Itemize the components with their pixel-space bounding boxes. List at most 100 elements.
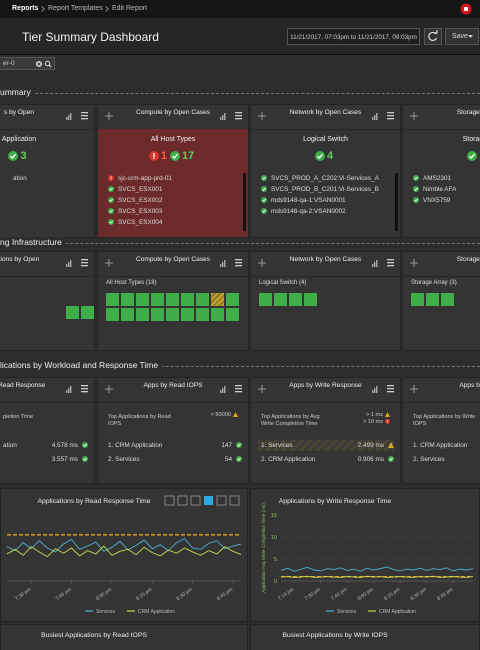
item-name: ation (13, 175, 27, 182)
row-name: ation (3, 442, 17, 449)
series-line (280, 575, 474, 578)
breadcrumb[interactable]: Reports (12, 5, 39, 12)
date-range[interactable]: 11/21/2017, 07:03pm to 11/21/2017, 09:03… (287, 28, 420, 45)
x-tick-label: 8:45 pm (216, 587, 234, 602)
status-icon (388, 442, 394, 449)
menu-line (387, 391, 394, 393)
status-icon (413, 197, 419, 204)
row-value-text: 0.906 ms (357, 456, 384, 463)
check (469, 153, 476, 159)
row-value: 2.499 ms (358, 440, 394, 451)
row-name: 1. Services (261, 442, 293, 449)
tile (136, 308, 149, 321)
panel-tools (66, 385, 88, 393)
cross (105, 259, 113, 267)
menu-line (387, 262, 394, 264)
x-tick-label: 7:30 pm (14, 587, 32, 602)
caption: Top Applications by Write IOPS (413, 414, 476, 427)
tile (211, 308, 224, 321)
series-line (6, 538, 242, 553)
chevron (39, 6, 45, 12)
save-button[interactable]: Save (445, 28, 479, 45)
section-title: ummary (0, 87, 35, 97)
icon-bg (8, 150, 19, 161)
status-icon (467, 150, 478, 161)
check (414, 176, 418, 181)
tile (166, 308, 179, 321)
panel-tools (220, 259, 242, 267)
panel-body (0, 276, 94, 350)
bar-icon (372, 390, 374, 393)
bar-icon (68, 388, 70, 393)
chart-tool (190, 495, 201, 506)
user-icon[interactable] (460, 3, 472, 15)
cross (258, 259, 266, 267)
panel-header: Apps by Read IOPS (98, 378, 248, 403)
bar-icon (374, 388, 376, 393)
status-icon (388, 456, 394, 463)
bar-icon (224, 260, 226, 267)
ok-count: 4 (326, 149, 334, 162)
y-tick-label: 10 (271, 535, 277, 541)
menu-line (235, 391, 242, 393)
panel-body: Application 3 ation (0, 129, 94, 237)
icon-bg (169, 150, 180, 161)
x-tick-label: 8:30 pm (175, 587, 193, 602)
panel-body: Logical Switch (4) (251, 276, 400, 350)
counts: 4 (251, 147, 400, 163)
bar-icon (220, 117, 222, 120)
status-icon (148, 150, 159, 161)
panel-body: Storage A 3 AMS2301 Nimble AFA VNX5759 (403, 129, 480, 237)
breadcrumb[interactable]: Report Templates (48, 5, 103, 12)
bang-dot (153, 157, 155, 159)
panel-title: Apps by Write Response (289, 382, 362, 389)
tile (66, 306, 79, 319)
menu-line (81, 115, 88, 117)
panel-tools (66, 112, 88, 120)
panel-title: Busiest Applications by Read IOPS (41, 632, 147, 639)
menu-line (235, 259, 242, 261)
panel-body: All Host Types 1 17 sjc-crm-app-prd-01 SVCS_… (98, 129, 248, 237)
tile (211, 293, 224, 306)
chart-tool (164, 495, 175, 506)
tile (226, 308, 239, 321)
item-name: SVCS_PROD_A_C202:Vi-Services_A (271, 175, 379, 182)
menu-line (81, 265, 88, 267)
row-name: 1. CRM Application (413, 442, 468, 449)
row-value: 147 (221, 440, 242, 451)
check (262, 176, 266, 181)
x-tick-label: 8:30 pm (410, 587, 428, 602)
tile (121, 308, 134, 321)
filter-input[interactable]: er-0 (0, 57, 55, 70)
counts: 3 (403, 147, 480, 163)
row-name: 2. Services (413, 456, 445, 463)
refresh-button[interactable] (424, 28, 442, 45)
threshold: > 50000 (211, 412, 238, 419)
row-value-text: 54 (224, 456, 232, 463)
row-value-text: 2.499 ms (357, 442, 384, 449)
check (83, 457, 87, 462)
series-line (6, 545, 242, 558)
tile (181, 293, 194, 306)
bar-icon (66, 390, 68, 393)
top-row: 1. CRM Application (410, 440, 480, 451)
panel: Busiest Applications by Write IOPS (250, 624, 480, 650)
panel-title: tions by Open (0, 256, 40, 263)
menu-line (81, 388, 88, 390)
menu-line (387, 259, 394, 261)
group-label: All Host Types (18) (106, 280, 157, 286)
breadcrumb[interactable]: Edit Report (112, 5, 148, 12)
panel-title: Network by Open Cases (289, 109, 362, 116)
section-header: lications by Workload and Response Time (0, 359, 480, 373)
bar-icon (66, 264, 68, 267)
list-item: SVCS_ESX001 (108, 186, 162, 193)
group-label: Logical Switch (4) (259, 280, 307, 286)
section-rule (0, 93, 480, 94)
check (237, 443, 241, 448)
menu-line (235, 388, 242, 390)
item-name: SVCS_ESX001 (118, 186, 163, 193)
section-rule (0, 366, 480, 367)
bar-icon (68, 115, 70, 120)
top-row: 2. Services (410, 454, 480, 465)
bar-icon (374, 115, 376, 120)
